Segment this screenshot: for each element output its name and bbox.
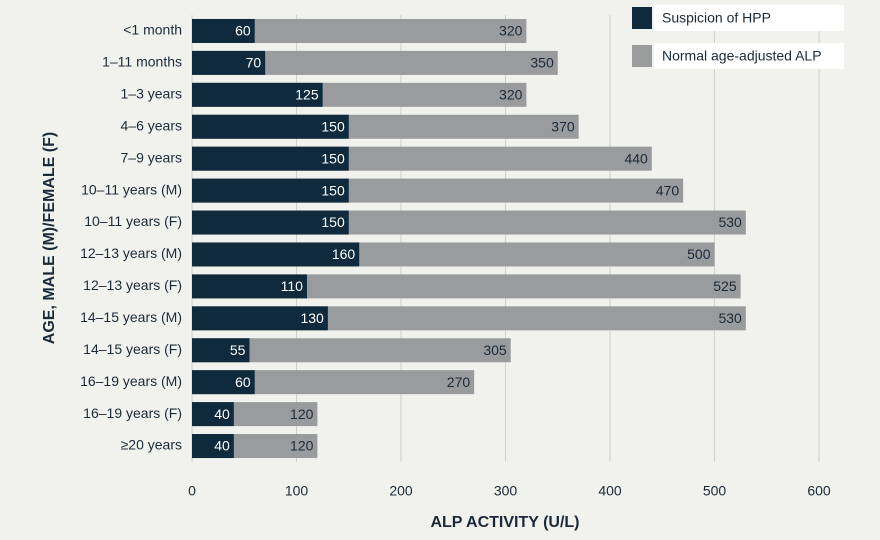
value-label: 530 [718, 214, 742, 230]
y-tick-label: 16–19 years (M) [80, 373, 182, 389]
value-label: 125 [295, 87, 319, 103]
value-label: 150 [321, 150, 345, 166]
legend-background [654, 43, 844, 69]
x-tick-label: 300 [494, 483, 518, 499]
legend-swatch [632, 7, 652, 29]
value-label: 110 [281, 278, 304, 294]
x-tick-label: 600 [807, 483, 831, 499]
value-label: 470 [656, 182, 680, 198]
value-label: 530 [718, 310, 742, 326]
value-label: 70 [246, 55, 262, 71]
value-label: 150 [321, 182, 345, 198]
value-label: 120 [290, 406, 314, 422]
y-tick-label: 10–11 years (M) [81, 181, 182, 197]
value-label: 55 [230, 342, 246, 358]
value-label: 305 [483, 342, 507, 358]
bar [192, 370, 255, 395]
bar [192, 146, 349, 171]
x-tick-label: 500 [703, 483, 727, 499]
y-tick-label: 1–11 months [102, 54, 182, 70]
value-label: 130 [300, 310, 324, 326]
bar [192, 50, 266, 75]
value-label: 150 [321, 214, 345, 230]
legend-background [654, 5, 844, 31]
bar [192, 402, 234, 427]
y-tick-label: 1–3 years [121, 86, 182, 102]
bar [192, 274, 307, 299]
bar [192, 210, 349, 235]
value-label: 270 [447, 374, 471, 390]
value-label: 160 [332, 246, 356, 262]
value-label: 525 [713, 278, 737, 294]
value-label: 150 [321, 118, 345, 134]
legend-label: Normal age-adjusted ALP [662, 48, 822, 64]
y-tick-label: 10–11 years (F) [84, 213, 182, 229]
x-tick-label: 100 [285, 483, 309, 499]
y-tick-label: 4–6 years [121, 117, 182, 133]
value-label: 120 [290, 438, 314, 454]
bar [192, 434, 234, 459]
x-tick-label: 400 [598, 483, 622, 499]
bar [192, 306, 328, 331]
value-label: 370 [551, 118, 575, 134]
y-tick-label: ≥20 years [121, 437, 182, 453]
y-tick-label: 12–13 years (M) [80, 245, 182, 261]
y-axis-title: AGE, MALE (M)/FEMALE (F) [41, 132, 58, 344]
value-label: 320 [499, 23, 523, 39]
value-label: 40 [214, 438, 230, 454]
y-tick-label: 12–13 years (F) [83, 277, 182, 293]
x-tick-label: 200 [389, 483, 413, 499]
y-tick-label: 14–15 years (F) [83, 341, 182, 357]
value-label: 500 [687, 246, 711, 262]
y-tick-label: <1 month [123, 22, 182, 38]
bar [192, 114, 349, 139]
value-label: 440 [624, 150, 648, 166]
bar [192, 242, 360, 267]
y-tick-label: 14–15 years (M) [80, 309, 182, 325]
y-tick-label: 16–19 years (F) [83, 405, 182, 421]
legend-swatch [632, 45, 652, 67]
value-label: 350 [530, 55, 554, 71]
y-tick-label: 7–9 years [121, 149, 182, 165]
x-axis-title: ALP ACTIVITY (U/L) [430, 514, 579, 531]
value-label: 320 [499, 87, 523, 103]
x-tick-label: 0 [188, 483, 196, 499]
bar [192, 18, 255, 43]
value-label: 60 [235, 23, 251, 39]
value-label: 40 [214, 406, 230, 422]
bar [192, 50, 558, 75]
legend-label: Suspicion of HPP [662, 10, 771, 26]
bar [192, 178, 349, 203]
bar [192, 338, 250, 363]
value-label: 60 [235, 374, 251, 390]
bar [192, 82, 323, 107]
